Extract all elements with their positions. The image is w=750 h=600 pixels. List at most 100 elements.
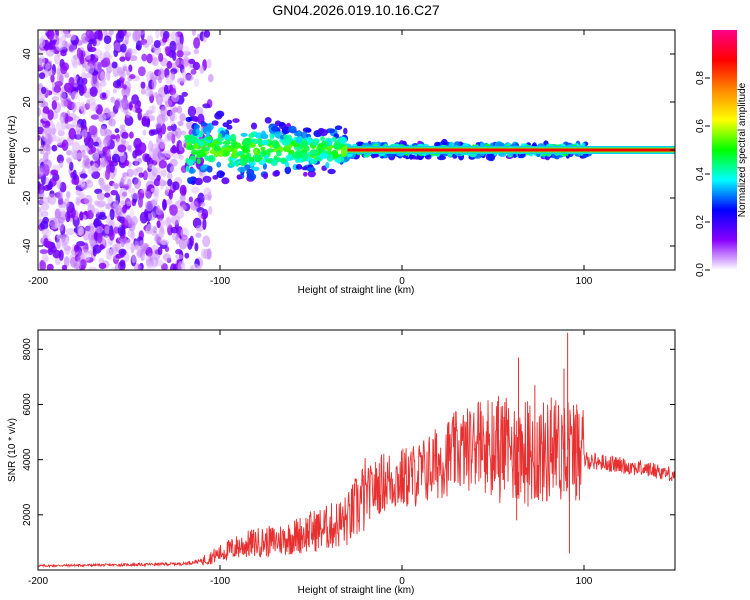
heatmap-cell <box>111 61 118 69</box>
heatmap-cell <box>103 235 111 248</box>
figure-title: GN04.2026.019.10.16.C27 <box>272 2 440 18</box>
heatmap-cell <box>119 187 128 199</box>
heatmap-cell <box>42 113 49 122</box>
heatmap-cell <box>61 234 66 243</box>
heatmap-cell <box>71 101 77 113</box>
heatmap-cell <box>85 30 93 38</box>
heatmap-cell <box>178 154 184 160</box>
heatmap-cell <box>202 235 211 248</box>
heatmap-cell <box>153 46 162 55</box>
heatmap-cell <box>222 140 231 145</box>
heatmap-cell <box>110 96 116 103</box>
heatmap-cell <box>166 172 173 180</box>
y-tick-label: 6000 <box>22 393 33 416</box>
heatmap-cell <box>83 155 90 167</box>
heatmap-cell <box>140 81 146 90</box>
heatmap-cell <box>42 228 52 237</box>
heatmap-cell <box>125 239 132 251</box>
heatmap-cell <box>79 56 85 65</box>
heatmap-cell <box>190 69 197 75</box>
heatmap-cell <box>42 106 50 115</box>
heatmap-cell <box>65 116 74 122</box>
heatmap-cell <box>195 128 200 135</box>
y-tick-label: 8000 <box>22 338 33 361</box>
heatmap-cell <box>88 125 98 136</box>
heatmap-cell <box>487 153 496 162</box>
heatmap-cell <box>152 57 159 66</box>
spectrogram-heatmap <box>38 30 675 270</box>
heatmap-cell <box>318 148 323 154</box>
heatmap-cell <box>80 178 86 188</box>
heatmap-cell <box>294 151 304 159</box>
heatmap-cell <box>266 148 275 153</box>
heatmap-cell <box>138 196 143 208</box>
heatmap-cell <box>61 111 67 118</box>
heatmap-cell <box>202 175 212 183</box>
heatmap-cell <box>85 54 91 60</box>
heatmap-cell <box>47 69 55 77</box>
heatmap-cell <box>75 196 80 205</box>
heatmap-cell <box>151 77 157 90</box>
heatmap-cell <box>174 58 180 66</box>
heatmap-cell <box>187 105 197 117</box>
heatmap-cell <box>205 136 213 141</box>
heatmap-cell <box>103 30 108 38</box>
heatmap-cell <box>108 230 115 241</box>
heatmap-cell <box>56 154 64 164</box>
heatmap-cell <box>212 175 219 180</box>
heatmap-cell <box>295 158 300 163</box>
heatmap-cell <box>245 152 252 159</box>
heatmap-cell <box>133 178 142 189</box>
heatmap-cell <box>232 161 237 166</box>
heatmap-cell <box>194 177 203 186</box>
heatmap-cell <box>167 178 173 187</box>
heatmap-cell <box>155 233 160 245</box>
heatmap-cell <box>128 101 133 111</box>
heatmap-cell <box>39 189 45 201</box>
snr-series <box>38 332 675 569</box>
heatmap-cell <box>64 72 70 79</box>
heatmap-cell <box>170 146 178 154</box>
heatmap-cell <box>127 178 132 189</box>
heatmap-cell <box>201 122 208 127</box>
heatmap-cell <box>100 71 106 82</box>
heatmap-cell <box>131 254 137 264</box>
heatmap-cell <box>63 256 70 268</box>
heatmap-cell <box>162 36 168 43</box>
heatmap-cell <box>336 157 342 164</box>
heatmap-cell <box>109 208 115 221</box>
heatmap-cell <box>191 263 200 270</box>
colorbar-tick-label: 0.0 <box>695 263 706 277</box>
heatmap-cell <box>127 187 136 194</box>
heatmap-cell <box>193 142 199 150</box>
heatmap-cell <box>208 155 214 161</box>
heatmap-cell <box>124 49 133 58</box>
snr-x-ticks: -200 -100 0 100 <box>28 330 593 587</box>
x-tick-label: 0 <box>399 276 405 287</box>
heatmap-cell <box>197 113 205 125</box>
heatmap-cell <box>50 74 55 83</box>
heatmap-cell <box>101 92 107 99</box>
heatmap-cell <box>66 228 75 236</box>
heatmap-cell <box>115 242 121 252</box>
heatmap-cell <box>248 133 255 138</box>
heatmap-cell <box>177 261 186 270</box>
heatmap-cell <box>370 153 380 158</box>
heatmap-cell <box>41 129 48 142</box>
heatmap-cell <box>79 144 88 152</box>
heatmap-cell <box>154 91 158 99</box>
heatmap-cell <box>294 132 299 137</box>
heatmap-cell <box>190 200 199 211</box>
heatmap-cell <box>184 252 190 259</box>
heatmap-cell <box>87 63 95 75</box>
heatmap-cell <box>47 193 57 205</box>
heatmap-cell <box>249 142 256 148</box>
heatmap-cell <box>180 227 189 239</box>
x-tick-label: -200 <box>28 276 48 287</box>
heatmap-cell <box>190 180 196 185</box>
heatmap-cell <box>81 104 87 115</box>
heatmap-cell <box>81 72 87 79</box>
heatmap-cell <box>305 128 312 133</box>
heatmap-cell <box>196 149 205 157</box>
heatmap-cell <box>116 79 121 86</box>
